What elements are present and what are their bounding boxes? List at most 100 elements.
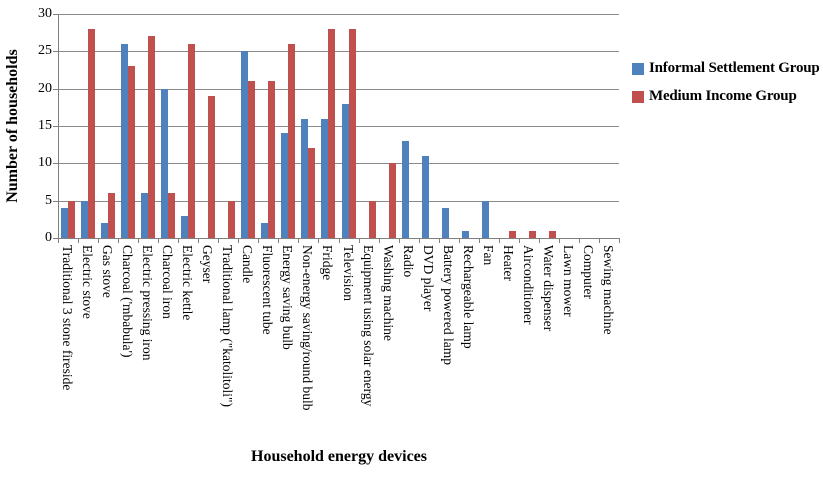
bar-informal-settlement-group [161,88,169,238]
x-tick-mark [518,238,520,243]
x-tick-mark [298,238,300,243]
y-tick-label: 15 [38,118,52,133]
bar-medium-income-group [108,193,116,238]
x-tick-mark [178,238,180,243]
y-tick-label: 20 [38,80,52,96]
x-category-label: Television [340,245,356,302]
x-tick-mark [158,238,160,243]
x-category-label: Fan [480,245,496,266]
x-category-label: Washing machine [380,245,396,342]
x-tick-mark [278,238,280,243]
x-category-label: Equipment using solar energy [360,245,376,407]
x-tick-mark [318,238,320,243]
x-category-label: Gas stove [100,245,116,298]
x-category-label: Rechargeable lamp [460,245,476,349]
bar-informal-settlement-group [321,118,329,238]
x-category-label: Charcoal ('mbabula') [120,245,136,358]
x-category-label: Fluorescent tube [260,245,276,335]
bar-informal-settlement-group [81,200,89,238]
x-category-label: Electric stove [80,245,96,319]
y-gridline [58,163,619,165]
y-tick-mark [53,163,58,165]
x-category-label: Airconditioner [520,245,536,325]
y-tick-label: 0 [45,230,52,245]
x-category-label: Fridge [320,245,336,281]
x-category-label: Heater [500,245,516,281]
bar-informal-settlement-group [441,208,449,238]
x-category-label: Energy saving bulb [280,245,296,350]
x-tick-mark [438,238,440,243]
x-category-label: Traditional 3 stone fireside [60,245,76,391]
x-tick-mark [578,238,580,243]
bar-medium-income-group [168,193,176,238]
bar-medium-income-group [508,230,516,238]
x-tick-mark [478,238,480,243]
x-category-label: Lawn mower [560,245,576,317]
x-category-label: Electric pressing iron [140,245,156,361]
y-tick-label: 5 [45,192,52,208]
bar-informal-settlement-group [281,133,289,238]
bar-informal-settlement-group [121,43,129,238]
legend-swatch-medium-income-group [632,90,644,103]
x-tick-mark [118,238,120,243]
y-tick-label: 10 [38,155,52,171]
bar-informal-settlement-group [261,223,269,238]
bar-medium-income-group [188,43,196,238]
bar-informal-settlement-group [481,200,489,238]
x-category-label: Traditional lamp ("katolitoli") [220,245,236,408]
bar-informal-settlement-group [181,215,189,238]
bar-informal-settlement-group [401,140,409,238]
bar-medium-income-group [548,230,556,238]
bar-medium-income-group [368,200,376,238]
bar-medium-income-group [208,96,216,238]
y-tick-label: 30 [38,6,52,21]
legend-swatch-informal-settlement-group [632,62,644,75]
x-category-label: Geyser [200,245,216,284]
y-tick-mark [53,14,58,15]
bar-medium-income-group [328,28,336,238]
bar-medium-income-group [148,36,156,238]
y-tick-mark [53,88,58,90]
x-category-label: Sewing machine [600,245,616,335]
y-tick-mark [53,126,58,127]
bar-informal-settlement-group [461,230,469,238]
x-category-label: Battery powered lamp [440,245,456,365]
y-tick-mark [53,238,58,239]
bar-informal-settlement-group [341,103,349,238]
x-tick-mark [378,238,380,243]
legend: Informal Settlement Group Medium Income … [632,60,820,116]
x-tick-mark [458,238,460,243]
legend-item-medium-income-group: Medium Income Group [632,88,820,105]
y-tick-label: 25 [38,43,52,59]
x-tick-mark [619,238,620,243]
y-tick-mark [53,51,58,53]
x-tick-mark [238,238,240,243]
y-tick-mark [53,200,58,202]
x-category-label: Candle [240,245,256,284]
y-gridline [58,126,619,127]
x-category-label: Computer [580,245,596,299]
bar-informal-settlement-group [101,223,109,238]
bar-informal-settlement-group [421,155,429,238]
x-tick-mark [498,238,500,243]
x-axis-title: Household energy devices [251,448,427,465]
x-category-label: Radio [400,245,416,278]
bar-informal-settlement-group [241,51,249,238]
bar-medium-income-group [68,200,76,238]
bar-informal-settlement-group [61,208,69,238]
x-tick-mark [538,238,540,243]
x-category-label: Water dispenser [540,245,556,332]
x-tick-mark [138,238,140,243]
x-category-label: Non-energy saving/round bulb [300,245,316,411]
bar-informal-settlement-group [141,193,149,238]
bar-medium-income-group [248,81,256,238]
bar-medium-income-group [88,28,96,238]
x-category-label: Charcoal iron [160,245,176,319]
bar-medium-income-group [348,28,356,238]
bar-medium-income-group [128,66,136,238]
legend-item-informal-settlement-group: Informal Settlement Group [632,60,820,77]
y-gridline [58,88,619,90]
bar-medium-income-group [308,148,316,238]
x-tick-mark [338,238,340,243]
